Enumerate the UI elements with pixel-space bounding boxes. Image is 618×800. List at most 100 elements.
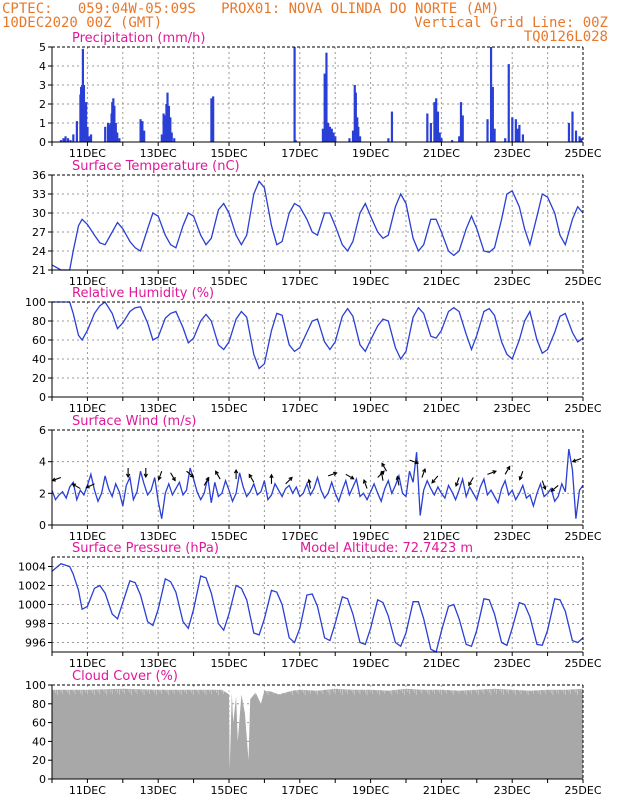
wind-vector-arrowhead [422, 467, 427, 473]
pressure-xtick-label: 21DEC [423, 657, 460, 670]
precip-bar [104, 126, 107, 142]
pressure-title: Surface Pressure (hPa) [72, 541, 219, 556]
precip-bar [507, 64, 510, 142]
wind-vector-arrowhead [233, 468, 239, 474]
precip-bar [334, 136, 337, 142]
pressure-ytick-label: 1002 [18, 580, 46, 593]
precip-bar [118, 138, 121, 142]
precip-bar [141, 121, 144, 142]
wind-xtick-label: 19DEC [352, 530, 389, 543]
pressure-annotation: Model Altitude: 72.7423 m [300, 541, 473, 556]
temp-ytick-label: 33 [32, 188, 46, 201]
wind-vector-arrowhead [85, 484, 90, 489]
precip-ytick-label: 1 [39, 117, 46, 130]
precip-bar [167, 105, 171, 142]
rh-xtick-label: 11DEC [69, 402, 106, 415]
precip-bar [84, 102, 88, 142]
rh-ytick-label: 60 [32, 334, 46, 347]
precip-bar [114, 123, 117, 142]
wind-xtick-label: 25DEC [564, 530, 601, 543]
cloud-area-fill [52, 688, 583, 779]
pressure-xtick-label: 23DEC [494, 657, 531, 670]
temp-xtick-label: 21DEC [423, 275, 460, 288]
wind-ytick-label: 4 [39, 456, 46, 469]
wind-vector-arrowhead [333, 471, 338, 476]
cloud-title: Cloud Cover (%) [72, 669, 178, 684]
pressure-panel: Surface Pressure (hPa) Model Altitude: 72… [18, 541, 602, 670]
precip-bar [426, 113, 429, 142]
precip-bar [440, 138, 443, 142]
wind-vector-arrow [170, 472, 176, 481]
wind-vector-arrow [215, 471, 221, 480]
precip-bar [210, 98, 213, 142]
wind-ytick-label: 2 [39, 487, 46, 500]
wind-ytick-label: 0 [39, 519, 46, 532]
rh-xtick-label: 23DEC [494, 402, 531, 415]
wind-vector-arrow [541, 480, 546, 490]
cloud-xtick-label: 25DEC [564, 784, 601, 797]
wind-vector-arrowhead [395, 475, 400, 481]
precip-xtick-label: 17DEC [281, 147, 318, 160]
wind-xtick-label: 23DEC [494, 530, 531, 543]
precip-bar [330, 128, 333, 142]
precip-bar [435, 98, 438, 142]
header-station-line: CPTEC: 059:04W-05:09S PROX01: NOVA OLIND… [2, 1, 500, 17]
rh-title: Relative Humidity (%) [72, 286, 214, 301]
wind-vector-arrowhead [454, 482, 460, 488]
precip-bar [516, 128, 519, 142]
cloud-xtick-label: 19DEC [352, 784, 389, 797]
wind-vector-arrow [455, 477, 460, 487]
precip-bar [325, 52, 328, 143]
precip-xtick-label: 13DEC [140, 147, 177, 160]
pressure-xtick-label: 17DEC [281, 657, 318, 670]
precip-bar [451, 140, 454, 142]
wind-vector-arrowhead [542, 485, 547, 491]
wind-vector-arrowhead [518, 476, 523, 481]
temp-ytick-label: 27 [32, 226, 46, 239]
header-grid-note: Vertical Grid Line: 00Z [414, 15, 608, 31]
precip-bar [327, 123, 330, 142]
rh-panel: Relative Humidity (%) 0 20 40 60 80 100 11DEC 13… [25, 286, 602, 415]
wind-vector-arrowhead [171, 477, 176, 482]
rh-ytick-label: 40 [32, 353, 46, 366]
precip-bar [293, 47, 296, 142]
precip-bar [571, 111, 574, 142]
precip-bar [173, 138, 176, 142]
wind-vector-arrow [504, 466, 511, 475]
precip-bar [66, 138, 70, 142]
precip-bar [89, 134, 93, 142]
rh-series-line [52, 301, 584, 370]
precip-bar [82, 85, 86, 142]
temp-ytick-label: 24 [32, 245, 46, 258]
rh-ytick-label: 100 [25, 296, 46, 309]
wind-xtick-label: 11DEC [69, 530, 106, 543]
precip-bar [489, 47, 493, 142]
precip-bar [160, 134, 163, 142]
cloud-xtick-label: 23DEC [494, 784, 531, 797]
precip-bar [170, 132, 173, 142]
pressure-xtick-label: 19DEC [352, 657, 389, 670]
precip-ytick-label: 5 [39, 41, 46, 54]
wind-xtick-label: 17DEC [281, 530, 318, 543]
precip-bar [521, 134, 525, 142]
temp-ytick-label: 36 [32, 169, 46, 182]
precip-bar [493, 128, 496, 142]
precip-xtick-label: 25DEC [564, 147, 601, 160]
temp-ytick-label: 21 [32, 264, 46, 277]
precip-bar [458, 136, 461, 142]
wind-ytick-label: 6 [39, 424, 46, 437]
precip-bar [72, 134, 75, 142]
rh-ytick-label: 0 [39, 391, 46, 404]
wind-vector-arrowhead [205, 476, 210, 482]
precip-bar [491, 86, 494, 142]
precip-bar [86, 126, 89, 142]
wind-vector-arrow [421, 468, 426, 478]
precip-bar [143, 130, 146, 142]
wind-vector-arrow [396, 476, 400, 486]
precip-bar [578, 136, 581, 142]
precip-bar [357, 126, 360, 142]
pressure-series-line [51, 562, 584, 653]
wind-vector-arrowhead [550, 487, 555, 492]
temp-xtick-label: 13DEC [140, 275, 177, 288]
pressure-ytick-label: 998 [25, 618, 46, 631]
